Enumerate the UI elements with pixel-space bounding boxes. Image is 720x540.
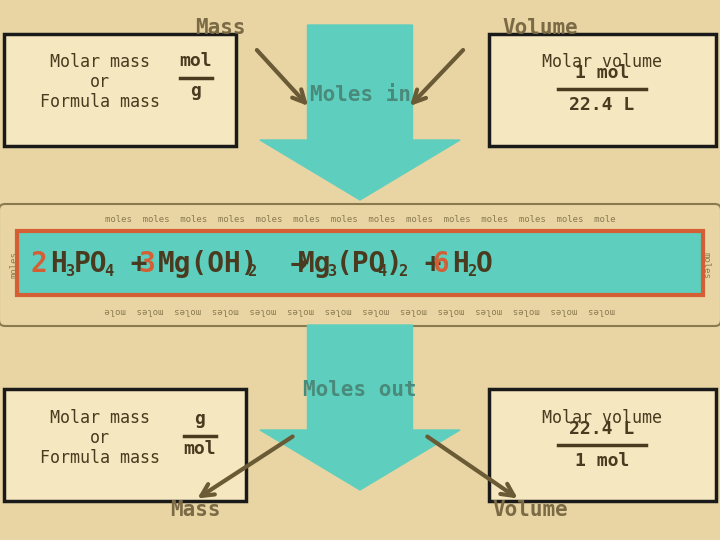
Text: →: → (257, 250, 307, 278)
Text: moles: moles (701, 252, 711, 279)
FancyBboxPatch shape (4, 34, 236, 146)
Text: 2: 2 (398, 264, 407, 279)
Text: 4: 4 (104, 264, 113, 279)
Text: 4: 4 (377, 264, 386, 279)
Text: g: g (194, 410, 205, 428)
Text: Molar mass: Molar mass (50, 409, 150, 427)
Text: mol: mol (184, 440, 216, 458)
Text: Mg(OH): Mg(OH) (158, 250, 258, 278)
Text: mol: mol (180, 52, 212, 70)
Text: Volume: Volume (492, 500, 568, 520)
Text: or: or (90, 73, 110, 91)
FancyBboxPatch shape (489, 389, 716, 501)
Text: O: O (476, 250, 492, 278)
Text: 22.4 L: 22.4 L (570, 96, 634, 114)
Text: 3: 3 (327, 264, 336, 279)
Text: Formula mass: Formula mass (40, 449, 160, 467)
Text: Molar volume: Molar volume (542, 409, 662, 427)
Text: 3: 3 (65, 264, 74, 279)
Text: 2: 2 (467, 264, 476, 279)
Text: +: + (114, 250, 148, 278)
Text: 22.4 L: 22.4 L (570, 420, 634, 438)
Text: 1 mol: 1 mol (575, 64, 629, 82)
Text: Molar volume: Molar volume (542, 53, 662, 71)
Text: or: or (90, 429, 110, 447)
Text: 2: 2 (30, 250, 47, 278)
Text: moles: moles (9, 252, 19, 279)
Text: Volume: Volume (502, 18, 578, 38)
Text: g: g (191, 82, 202, 100)
Text: PO: PO (74, 250, 107, 278)
Text: 2: 2 (247, 264, 256, 279)
Polygon shape (260, 325, 460, 490)
Polygon shape (260, 25, 460, 200)
Text: H: H (50, 250, 67, 278)
Text: 6: 6 (432, 250, 449, 278)
Text: +: + (408, 250, 441, 278)
Text: moles  moles  moles  moles  moles  moles  moles  moles  moles  moles  moles  mol: moles moles moles moles moles moles mole… (104, 306, 616, 314)
FancyBboxPatch shape (0, 204, 720, 326)
Text: moles  moles  moles  moles  moles  moles  moles  moles  moles  moles  moles  mol: moles moles moles moles moles moles mole… (104, 215, 616, 225)
Text: Mass: Mass (194, 18, 246, 38)
Text: Moles in: Moles in (310, 85, 410, 105)
Text: 3: 3 (138, 250, 155, 278)
FancyBboxPatch shape (17, 231, 703, 295)
FancyBboxPatch shape (489, 34, 716, 146)
FancyBboxPatch shape (4, 389, 246, 501)
Text: Mg: Mg (298, 250, 331, 278)
Text: ): ) (386, 250, 402, 278)
Text: 1 mol: 1 mol (575, 452, 629, 470)
Text: H: H (452, 250, 469, 278)
Text: Mass: Mass (170, 500, 220, 520)
Text: (PO: (PO (336, 250, 386, 278)
Text: Moles out: Moles out (303, 380, 417, 400)
Text: Molar mass: Molar mass (50, 53, 150, 71)
Text: Formula mass: Formula mass (40, 93, 160, 111)
